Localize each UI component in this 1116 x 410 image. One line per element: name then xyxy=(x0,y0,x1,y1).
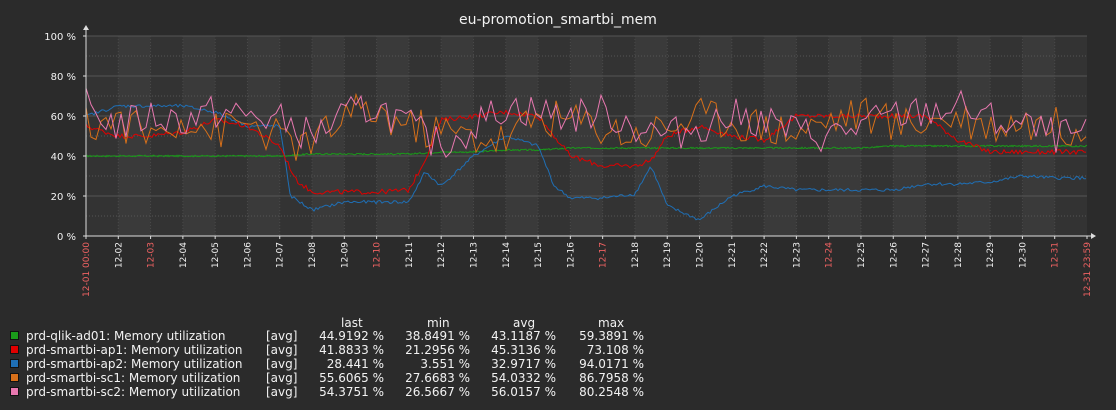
legend-max: 59.3891 % xyxy=(579,329,644,343)
legend-swatch xyxy=(10,331,19,340)
x-tick-label: 12-02 xyxy=(114,242,124,268)
x-tick-label: 12-27 xyxy=(922,242,932,268)
legend-swatch xyxy=(10,387,19,396)
x-end-label: 12-31 23:59 xyxy=(1083,242,1093,297)
day-band xyxy=(957,36,991,236)
y-tick-label: 80 % xyxy=(51,72,76,83)
legend-avg: 54.0332 % xyxy=(491,371,556,385)
legend-last: 55.6065 % xyxy=(319,371,384,385)
x-tick-label: 12-23 xyxy=(792,242,802,268)
y-tick-label: 40 % xyxy=(51,152,76,163)
legend-min: 21.2956 % xyxy=(405,343,470,357)
legend-last: 44.9192 % xyxy=(319,329,384,343)
legend-item: prd-smartbi-ap2: Memory utilization [avg]… xyxy=(10,357,660,371)
legend-max: 73.108 % xyxy=(586,343,644,357)
legend-avg: 45.3136 % xyxy=(491,343,556,357)
x-tick-label: 12-21 xyxy=(728,242,738,268)
day-band xyxy=(182,36,216,236)
series-lines xyxy=(85,87,1088,221)
day-band xyxy=(828,36,861,236)
x-tick-label: 12-31 xyxy=(1051,242,1061,268)
x-tick-label: 12-07 xyxy=(276,242,286,268)
legend-func: [avg] xyxy=(266,371,298,385)
x-tick-label: 12-13 xyxy=(469,242,479,268)
legend-header-min: min xyxy=(427,316,450,330)
legend-func: [avg] xyxy=(266,357,298,371)
y-tick-label: 60 % xyxy=(51,112,76,123)
legend-func: [avg] xyxy=(266,329,298,343)
x-tick-label: 12-04 xyxy=(179,242,189,268)
legend-min: 27.6683 % xyxy=(405,371,470,385)
x-tick-label: 12-03 xyxy=(147,242,157,268)
legend-avg: 43.1187 % xyxy=(491,329,556,343)
legend-swatch xyxy=(10,345,19,354)
legend-func: [avg] xyxy=(266,385,298,399)
x-tick-label: 12-16 xyxy=(566,242,576,268)
legend-avg: 56.0157 % xyxy=(491,385,556,399)
x-tick-label: 12-08 xyxy=(308,242,318,268)
legend-series-name: prd-smartbi-ap1: Memory utilization xyxy=(26,343,243,357)
x-start-label: 12-01 00:00 xyxy=(82,242,92,297)
x-tick-label: 12-20 xyxy=(696,242,706,268)
x-tick-label: 12-22 xyxy=(760,242,770,268)
legend-max: 80.2548 % xyxy=(579,385,644,399)
x-tick-label: 12-15 xyxy=(534,242,544,268)
x-tick-label: 12-05 xyxy=(211,242,221,268)
y-axis-arrow xyxy=(83,25,89,30)
legend-last: 41.8833 % xyxy=(319,343,384,357)
x-tick-label: 12-17 xyxy=(599,242,609,268)
legend-series-name: prd-smartbi-ap2: Memory utilization xyxy=(26,357,243,371)
legend-avg: 32.9717 % xyxy=(491,357,556,371)
y-tick-label: 20 % xyxy=(51,192,76,203)
x-tick-label: 12-18 xyxy=(631,242,641,268)
x-tick-label: 12-12 xyxy=(437,242,447,268)
x-tick-label: 12-29 xyxy=(986,242,996,268)
legend-min: 3.551 % xyxy=(420,357,470,371)
y-tick-label: 0 % xyxy=(57,232,76,243)
x-tick-label: 12-30 xyxy=(1018,242,1028,268)
axes: 0 % 20 % 40 % 60 % 80 % 100 % 12-01 00:00 12-02… xyxy=(44,25,1096,297)
x-axis-arrow xyxy=(1091,233,1096,239)
x-tick-label: 12-28 xyxy=(954,242,964,268)
series-line xyxy=(85,92,1087,161)
legend-series-name: prd-smartbi-sc2: Memory utilization xyxy=(26,385,241,399)
x-tick-label: 12-09 xyxy=(340,242,350,268)
x-tick-label: 12-06 xyxy=(243,242,253,268)
x-tick-label: 12-11 xyxy=(405,242,415,268)
x-tick-label: 12-10 xyxy=(373,242,383,268)
x-tick-label: 12-24 xyxy=(825,242,835,268)
legend-swatch xyxy=(10,359,19,368)
x-tick-label: 12-19 xyxy=(663,242,673,268)
legend-item: prd-smartbi-ap1: Memory utilization [avg]… xyxy=(10,343,660,357)
legend-series-name: prd-qlik-ad01: Memory utilization xyxy=(26,329,226,343)
legend-last: 54.3751 % xyxy=(319,385,384,399)
legend-header-last: last xyxy=(341,316,363,330)
x-tick-label: 12-25 xyxy=(857,242,867,268)
legend-header-max: max xyxy=(598,316,625,330)
y-tick-label: 100 % xyxy=(44,32,76,43)
series-line xyxy=(85,144,1088,158)
legend-item: prd-qlik-ad01: Memory utilization [avg] 44… xyxy=(10,329,660,343)
legend-min: 26.5667 % xyxy=(405,385,470,399)
legend-swatch xyxy=(10,373,19,382)
legend-func: [avg] xyxy=(266,343,298,357)
legend-max: 94.0171 % xyxy=(579,357,644,371)
legend-max: 86.7958 % xyxy=(579,371,644,385)
legend-series-name: prd-smartbi-sc1: Memory utilization xyxy=(26,371,241,385)
x-tick-label: 12-26 xyxy=(889,242,899,268)
legend-min: 38.8491 % xyxy=(405,329,470,343)
legend-item: prd-smartbi-sc1: Memory utilization [avg]… xyxy=(10,371,660,385)
series-line xyxy=(85,103,1087,221)
legend-header-avg: avg xyxy=(513,316,536,330)
series-line xyxy=(85,87,1087,158)
chart-title: eu-promotion_smartbi_mem xyxy=(459,12,657,28)
x-tick-label: 12-14 xyxy=(502,242,512,268)
legend-last: 28.441 % xyxy=(326,357,384,371)
legend-item: prd-smartbi-sc2: Memory utilization [avg]… xyxy=(10,385,660,399)
